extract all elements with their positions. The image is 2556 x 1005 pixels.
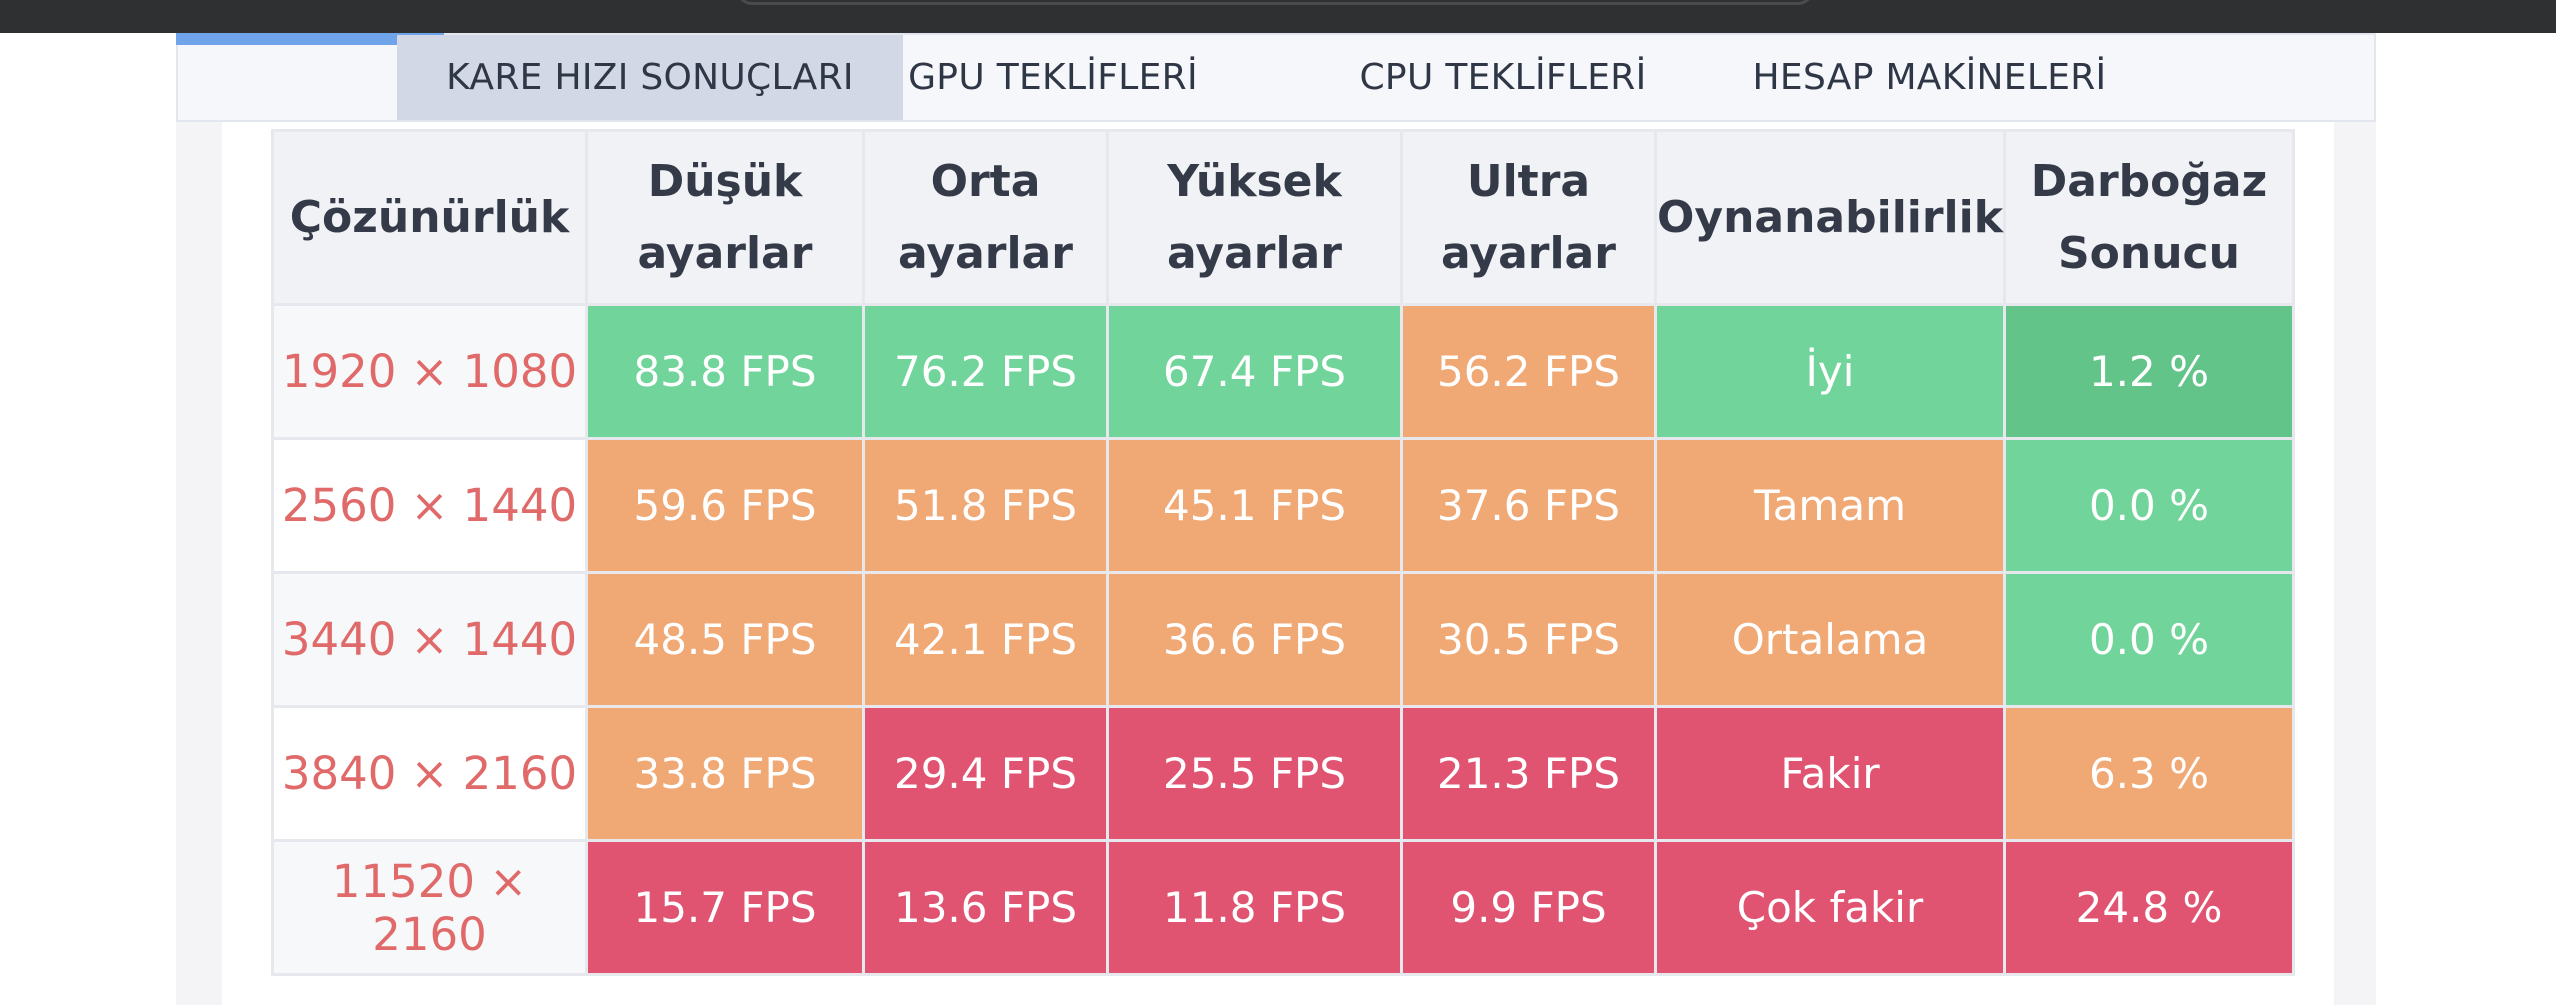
fps-cell-high: 45.1 FPS (1106, 437, 1403, 574)
table-row: 2560 × 1440 59.6 FPS 51.8 FPS 45.1 FPS 3… (271, 437, 2295, 574)
bottleneck-cell: 0.0 % (2002, 571, 2295, 708)
fps-cell-high: 67.4 FPS (1106, 303, 1403, 440)
table-row: 3840 × 2160 33.8 FPS 29.4 FPS 25.5 FPS 2… (271, 705, 2295, 842)
tab-gpu-offers[interactable]: GPU TEKLİFLERİ (908, 57, 1198, 98)
fps-cell-ultra: 37.6 FPS (1400, 437, 1657, 574)
browser-top-bar (0, 0, 2556, 33)
tab-progress-indicator (176, 33, 444, 45)
resolution-cell: 3440 × 1440 (271, 571, 588, 708)
bottleneck-cell: 1.2 % (2002, 303, 2295, 440)
fps-cell-low: 83.8 FPS (585, 303, 865, 440)
table-row: 11520 × 2160 15.7 FPS 13.6 FPS 11.8 FPS … (271, 839, 2295, 976)
fps-cell-low: 33.8 FPS (585, 705, 865, 842)
fps-cell-ultra: 9.9 FPS (1400, 839, 1657, 976)
playability-cell: Çok fakir (1654, 839, 2006, 976)
table-row: 1920 × 1080 83.8 FPS 76.2 FPS 67.4 FPS 5… (271, 303, 2295, 440)
tab-cpu-offers[interactable]: CPU TEKLİFLERİ (1359, 57, 1647, 98)
resolution-cell: 1920 × 1080 (271, 303, 588, 440)
header-resolution: Çözünürlük (271, 129, 588, 306)
playability-cell: Fakir (1654, 705, 2006, 842)
resolution-cell: 3840 × 2160 (271, 705, 588, 842)
fps-results-table: Çözünürlük Düşük ayarlar Orta ayarlar Yüks… (271, 129, 2295, 976)
fps-cell-high: 11.8 FPS (1106, 839, 1403, 976)
header-low-settings: Düşük ayarlar (585, 129, 865, 306)
tab-bar-filler (2156, 35, 2374, 120)
header-high-settings: Yüksek ayarlar (1106, 129, 1403, 306)
fps-cell-low: 59.6 FPS (585, 437, 865, 574)
fps-cell-low: 15.7 FPS (585, 839, 865, 976)
bottleneck-cell: 0.0 % (2002, 437, 2295, 574)
fps-cell-medium: 51.8 FPS (862, 437, 1109, 574)
playability-cell: İyi (1654, 303, 2006, 440)
address-bar[interactable] (735, 0, 1815, 5)
header-playability: Oynanabilirlik (1654, 129, 2006, 306)
playability-cell: Tamam (1654, 437, 2006, 574)
fps-cell-high: 36.6 FPS (1106, 571, 1403, 708)
fps-cell-medium: 29.4 FPS (862, 705, 1109, 842)
header-bottleneck: Darboğaz Sonucu (2002, 129, 2295, 306)
bottleneck-cell: 24.8 % (2002, 839, 2295, 976)
table-header-row: Çözünürlük Düşük ayarlar Orta ayarlar Yüks… (271, 129, 2295, 306)
fps-cell-medium: 76.2 FPS (862, 303, 1109, 440)
header-medium-settings: Orta ayarlar (862, 129, 1109, 306)
fps-cell-ultra: 30.5 FPS (1400, 571, 1657, 708)
fps-cell-medium: 42.1 FPS (862, 571, 1109, 708)
table-row: 3440 × 1440 48.5 FPS 42.1 FPS 36.6 FPS 3… (271, 571, 2295, 708)
header-ultra-settings: Ultra ayarlar (1400, 129, 1657, 306)
fps-cell-high: 25.5 FPS (1106, 705, 1403, 842)
bottleneck-cell: 6.3 % (2002, 705, 2295, 842)
tab-framerate-results[interactable]: KARE HIZI SONUÇLARI (397, 35, 903, 120)
resolution-cell: 11520 × 2160 (271, 839, 588, 976)
tab-calculators[interactable]: HESAP MAKİNELERİ (1752, 57, 2107, 98)
fps-cell-ultra: 56.2 FPS (1400, 303, 1657, 440)
fps-cell-ultra: 21.3 FPS (1400, 705, 1657, 842)
fps-cell-medium: 13.6 FPS (862, 839, 1109, 976)
fps-cell-low: 48.5 FPS (585, 571, 865, 708)
resolution-cell: 2560 × 1440 (271, 437, 588, 574)
playability-cell: Ortalama (1654, 571, 2006, 708)
